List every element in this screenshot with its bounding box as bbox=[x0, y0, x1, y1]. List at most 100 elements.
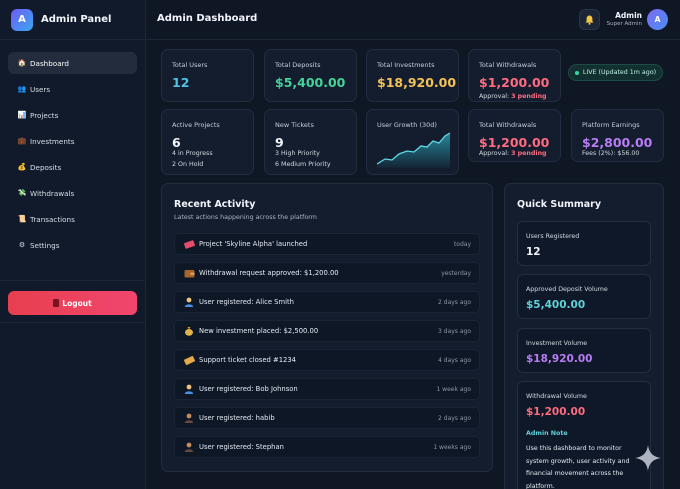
stat-label: New Tickets bbox=[275, 121, 314, 129]
sidebar: A Admin Panel 🏠 Dashboard 👥 Users 📊 Proj… bbox=[0, 0, 146, 489]
activity-time: yesterday bbox=[441, 269, 471, 277]
list-item[interactable]: Withdrawal request approved: $1,200.00 y… bbox=[174, 262, 480, 284]
stat-value: $2,800.00 bbox=[582, 135, 653, 150]
list-item[interactable]: User registered: Alice Smith 2 days ago bbox=[174, 291, 480, 313]
sidebar-item-withdrawals[interactable]: 💸 Withdrawals bbox=[8, 182, 137, 204]
stat-value: $1,200.00 bbox=[479, 135, 550, 150]
list-item[interactable]: Project 'Skyline Alpha' launched today bbox=[174, 233, 480, 255]
sidebar-item-transactions[interactable]: 📜 Transactions bbox=[8, 208, 137, 230]
stat-label: Total Investments bbox=[377, 61, 435, 69]
stat-label: Total Deposits bbox=[275, 61, 321, 69]
summary-value: 12 bbox=[526, 246, 541, 258]
sidebar-item-users[interactable]: 👥 Users bbox=[8, 78, 137, 100]
stat-value: $1,200.00 bbox=[479, 75, 550, 90]
sidebar-item-label: Projects bbox=[30, 110, 59, 120]
user-role: Super Admin bbox=[606, 21, 642, 27]
sidebar-item-label: Transactions bbox=[30, 214, 75, 224]
list-item[interactable]: New investment placed: $2,500.00 3 days … bbox=[174, 320, 480, 342]
summary-label: Approved Deposit Volume bbox=[526, 286, 608, 293]
ticket-icon bbox=[183, 239, 195, 249]
sidebar-divider bbox=[0, 322, 146, 323]
money-bag-icon bbox=[183, 326, 195, 336]
bell-icon bbox=[585, 15, 594, 25]
sidebar-item-label: Investments bbox=[30, 136, 75, 146]
approval-prefix: Approval: bbox=[479, 93, 510, 100]
summary-value: $18,920.00 bbox=[526, 353, 593, 365]
sidebar-item-settings[interactable]: ⚙ Settings bbox=[8, 234, 137, 256]
notifications-button[interactable] bbox=[579, 9, 600, 30]
summary-label: Users Registered bbox=[526, 233, 580, 240]
scroll-icon: 📜 bbox=[17, 215, 27, 223]
stat-label: Platform Earnings bbox=[582, 121, 640, 129]
summary-label: Withdrawal Volume bbox=[526, 393, 587, 400]
sidebar-item-projects[interactable]: 📊 Projects bbox=[8, 104, 137, 126]
avatar[interactable]: A bbox=[647, 9, 668, 30]
admin-note-title: Admin Note bbox=[526, 430, 568, 437]
activity-time: 2 days ago bbox=[438, 414, 471, 422]
stat-card-total-deposits: Total Deposits $5,400.00 bbox=[264, 49, 357, 102]
stat-value: $5,400.00 bbox=[275, 75, 346, 90]
activity-text: New investment placed: $2,500.00 bbox=[199, 327, 319, 335]
stat-sub: Approval: 3 pending bbox=[479, 150, 547, 157]
sidebar-nav: 🏠 Dashboard 👥 Users 📊 Projects 💼 Investm… bbox=[8, 52, 137, 260]
summary-value: $1,200.00 bbox=[526, 406, 586, 418]
stat-value: 12 bbox=[172, 75, 190, 90]
brand: A Admin Panel bbox=[0, 0, 146, 40]
activity-time: 3 days ago bbox=[438, 327, 471, 335]
stat-card-new-tickets: New Tickets 9 3 High Priority 6 Medium P… bbox=[264, 109, 357, 175]
sidebar-item-label: Deposits bbox=[30, 162, 62, 172]
sidebar-item-dashboard[interactable]: 🏠 Dashboard bbox=[8, 52, 137, 74]
user-icon bbox=[183, 384, 195, 394]
list-item[interactable]: Support ticket closed #1234 4 days ago bbox=[174, 349, 480, 371]
money-bag-icon: 💰 bbox=[17, 163, 27, 171]
activity-time: 4 days ago bbox=[438, 356, 471, 364]
home-icon: 🏠 bbox=[17, 59, 27, 67]
stat-sub-line: 6 Medium Priority bbox=[275, 161, 331, 168]
stat-card-total-investments: Total Investments $18,920.00 bbox=[366, 49, 459, 102]
recent-activity-subtitle: Latest actions happening across the plat… bbox=[174, 214, 317, 221]
list-item[interactable]: User registered: habib 2 days ago bbox=[174, 407, 480, 429]
user-icon bbox=[183, 442, 195, 452]
activity-time: 1 week ago bbox=[436, 385, 471, 393]
summary-card-withdrawal-volume: Withdrawal Volume $1,200.00 Admin Note U… bbox=[517, 381, 651, 489]
activity-time: 1 weeks ago bbox=[433, 443, 471, 451]
user-icon bbox=[183, 413, 195, 423]
wallet-icon bbox=[183, 268, 195, 278]
stat-sub-line: 2 On Hold bbox=[172, 161, 204, 168]
sidebar-divider bbox=[0, 280, 146, 281]
list-item[interactable]: User registered: Stephan 1 weeks ago bbox=[174, 436, 480, 458]
recent-activity-panel: Recent Activity Latest actions happening… bbox=[161, 183, 493, 472]
summary-card-users: Users Registered 12 bbox=[517, 221, 651, 266]
logout-label: Logout bbox=[62, 298, 92, 308]
support-ticket-icon bbox=[183, 355, 195, 365]
stat-label: Active Projects bbox=[172, 121, 220, 129]
logout-button[interactable]: Logout bbox=[8, 291, 137, 315]
sidebar-item-label: Withdrawals bbox=[30, 188, 75, 198]
stat-card-total-users: Total Users 12 bbox=[161, 49, 254, 102]
sidebar-item-deposits[interactable]: 💰 Deposits bbox=[8, 156, 137, 178]
activity-text: User registered: Alice Smith bbox=[199, 298, 294, 306]
summary-card-investment-volume: Investment Volume $18,920.00 bbox=[517, 328, 651, 373]
live-dot-icon bbox=[574, 70, 579, 75]
stat-sub: Fees (2%): $56.00 bbox=[582, 150, 640, 157]
summary-value: $5,400.00 bbox=[526, 299, 586, 311]
list-item[interactable]: User registered: Bob Johnson 1 week ago bbox=[174, 378, 480, 400]
page-title: Admin Dashboard bbox=[157, 13, 258, 24]
sidebar-item-investments[interactable]: 💼 Investments bbox=[8, 130, 137, 152]
users-icon: 👥 bbox=[17, 85, 27, 93]
stat-label: User Growth (30d) bbox=[377, 121, 437, 129]
stat-card-total-withdrawals: Total Withdrawals $1,200.00 Approval: 3 … bbox=[468, 49, 561, 102]
user-name: Admin bbox=[615, 11, 642, 20]
sidebar-item-label: Users bbox=[30, 84, 51, 94]
approval-pending: 3 pending bbox=[511, 93, 547, 100]
stat-card-user-growth: User Growth (30d) bbox=[366, 109, 459, 175]
stat-label: Total Users bbox=[172, 61, 208, 69]
activity-time: 2 days ago bbox=[438, 298, 471, 306]
live-status-badge: LIVE (Updated 1m ago) bbox=[568, 64, 663, 81]
briefcase-icon: 💼 bbox=[17, 137, 27, 145]
sidebar-item-label: Settings bbox=[30, 240, 60, 250]
admin-note-text: Use this dashboard to monitor system gro… bbox=[526, 445, 630, 489]
live-status-text: LIVE (Updated 1m ago) bbox=[582, 69, 657, 76]
user-growth-sparkline bbox=[377, 132, 451, 168]
summary-label: Investment Volume bbox=[526, 340, 588, 347]
